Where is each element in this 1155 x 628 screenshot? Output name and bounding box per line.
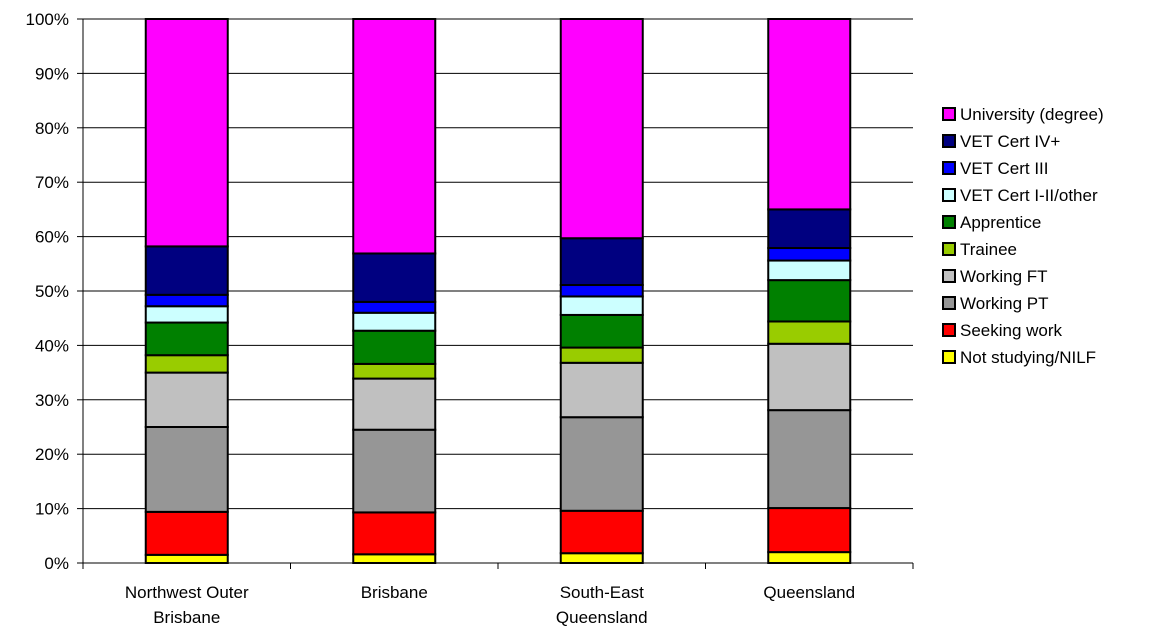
bar-segment <box>144 426 229 513</box>
legend-item: Working FT <box>942 267 1048 286</box>
bar-segment <box>559 361 644 419</box>
y-tick-label: 50% <box>35 282 69 301</box>
legend-label: Seeking work <box>960 321 1063 340</box>
bar-stack <box>767 18 852 564</box>
y-tick-label: 90% <box>35 64 69 83</box>
bar-segment <box>767 342 852 412</box>
bar-stack <box>559 18 644 565</box>
bar-segment <box>144 321 229 357</box>
bar-segment <box>559 18 644 240</box>
legend-item: VET Cert III <box>942 159 1049 178</box>
bar-segment <box>144 18 229 248</box>
bar-segment <box>352 18 437 255</box>
x-category-label: Brisbane <box>153 608 220 627</box>
y-tick-label: 40% <box>35 336 69 355</box>
bar-segment <box>352 329 437 365</box>
legend-item: Apprentice <box>942 213 1041 232</box>
y-tick-label: 30% <box>35 391 69 410</box>
bar-segment <box>559 552 644 565</box>
legend-swatch <box>942 134 956 148</box>
bar-segment <box>144 245 229 296</box>
legend-label: Working PT <box>960 294 1049 313</box>
bar-segment <box>144 510 229 556</box>
bar-segment <box>559 295 644 316</box>
bar-segment <box>352 362 437 380</box>
bar-segment <box>767 247 852 262</box>
legend-item: Working PT <box>942 294 1049 313</box>
legend-label: Apprentice <box>960 213 1041 232</box>
bar-segment <box>144 305 229 324</box>
legend-item: Not studying/NILF <box>942 348 1096 367</box>
x-category-label: Northwest Outer <box>125 583 249 602</box>
bar-segment <box>559 237 644 287</box>
bar-segment <box>767 409 852 510</box>
legend-item: VET Cert I-II/other <box>942 186 1098 205</box>
legend-swatch <box>942 242 956 256</box>
legend-label: VET Cert I-II/other <box>960 186 1098 205</box>
y-tick-label: 60% <box>35 228 69 247</box>
legend-swatch <box>942 269 956 283</box>
y-tick-label: 80% <box>35 119 69 138</box>
bar-segment <box>767 279 852 323</box>
legend-swatch <box>942 350 956 364</box>
bar-segment <box>352 511 437 556</box>
bar-segment <box>559 313 644 349</box>
x-category-label: Queensland <box>556 608 648 627</box>
bar-segment <box>767 208 852 250</box>
bar-segment <box>559 284 644 298</box>
bar-segment <box>559 509 644 555</box>
bar-segment <box>767 320 852 345</box>
legend-item: University (degree) <box>942 105 1104 124</box>
bar-segment <box>352 300 437 314</box>
legend-label: Not studying/NILF <box>960 348 1096 367</box>
legend-swatch <box>942 323 956 337</box>
x-category-label: Brisbane <box>361 583 428 602</box>
bar-segment <box>352 252 437 303</box>
legend-swatch <box>942 161 956 175</box>
legend-swatch <box>942 107 956 121</box>
legend-item: VET Cert IV+ <box>942 132 1060 151</box>
x-category-label: Queensland <box>763 583 855 602</box>
y-tick-label: 10% <box>35 500 69 519</box>
bar-stacks <box>144 18 852 565</box>
y-tick-label: 0% <box>44 554 69 573</box>
bar-segment <box>767 259 852 282</box>
bar-segment <box>144 293 229 308</box>
bar-segment <box>559 416 644 512</box>
bar-segment <box>767 551 852 564</box>
legend-item: Seeking work <box>942 321 1063 340</box>
legend-label: Trainee <box>960 240 1017 259</box>
bar-segment <box>767 507 852 554</box>
legend-swatch <box>942 215 956 229</box>
legend-label: VET Cert IV+ <box>960 132 1060 151</box>
bar-segment <box>767 18 852 211</box>
legend-swatch <box>942 188 956 202</box>
y-tick-label: 100% <box>26 10 69 29</box>
legend: University (degree) VET Cert IV+ VET Cert … <box>942 105 1104 367</box>
bar-stack <box>352 18 437 565</box>
y-axis-tick-labels: 0% 10% 20% 30% 40% 50% 60% 70% 80% 90% 100% <box>26 10 69 573</box>
legend-label: VET Cert III <box>960 159 1049 178</box>
bar-segment <box>352 553 437 565</box>
bar-stack <box>144 18 229 565</box>
x-axis-category-labels: Northwest Outer Brisbane Brisbane South-Eas… <box>125 583 855 627</box>
bar-segment <box>144 354 229 374</box>
bar-segment <box>559 346 644 364</box>
legend-label: Working FT <box>960 267 1048 286</box>
bar-segment <box>352 311 437 332</box>
legend-label: University (degree) <box>960 105 1104 124</box>
x-category-label: South-East <box>560 583 644 602</box>
bar-segment <box>352 377 437 431</box>
y-tick-label: 70% <box>35 173 69 192</box>
bar-segment <box>144 371 229 429</box>
y-tick-label: 20% <box>35 445 69 464</box>
bar-segment <box>352 428 437 514</box>
axes <box>82 19 914 569</box>
legend-swatch <box>942 296 956 310</box>
legend-item: Trainee <box>942 240 1017 259</box>
bar-segment <box>144 553 229 565</box>
